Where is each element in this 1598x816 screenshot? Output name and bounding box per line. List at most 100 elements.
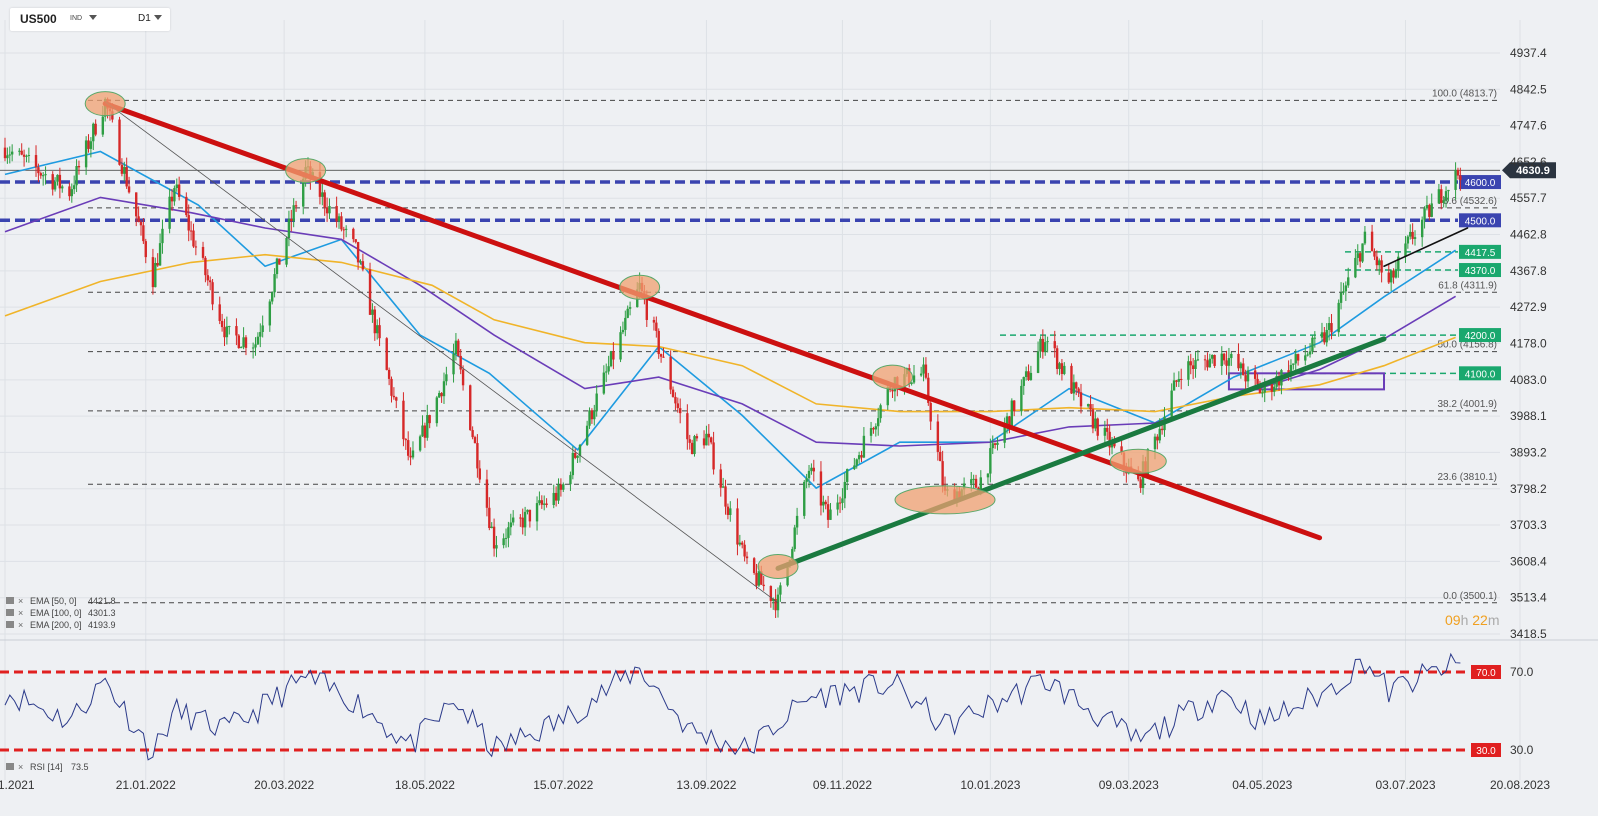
candle-body	[387, 369, 391, 379]
candle-body	[552, 492, 555, 505]
candle-body	[1194, 360, 1197, 369]
candle-body	[1208, 358, 1212, 368]
candle-body	[674, 396, 677, 404]
rsi-legend-label: RSI [14]	[30, 762, 63, 772]
candle-body	[972, 478, 975, 480]
candle-body	[1079, 392, 1083, 407]
candle-body	[1320, 332, 1324, 338]
candle-body	[822, 501, 825, 506]
candle-body	[457, 340, 460, 356]
candle-body	[1311, 337, 1314, 352]
candle-body	[1456, 169, 1460, 176]
candle-body	[371, 309, 374, 315]
candle-body	[1244, 375, 1247, 382]
candle-body	[118, 119, 121, 165]
candle-body	[1206, 360, 1209, 368]
level-tag	[1459, 366, 1501, 381]
candle-body	[1425, 205, 1429, 209]
candle-body	[1120, 446, 1123, 453]
candle-body	[609, 351, 613, 367]
candle-body	[993, 443, 997, 445]
candle-body	[1256, 378, 1259, 385]
candle-body	[1077, 388, 1080, 393]
candle-body	[1094, 418, 1097, 429]
candle-body	[1261, 392, 1264, 394]
candle-body	[1337, 302, 1340, 333]
last-price-tag	[1502, 162, 1556, 179]
price-axis[interactable]: 4937.4 4842.5 4747.6 4652.6 4557.7 4462.8 4367…	[1510, 46, 1547, 641]
candle-body	[37, 167, 40, 174]
candle-body	[120, 164, 124, 174]
candle-body	[628, 307, 632, 309]
candle-body	[168, 196, 171, 229]
level-tag	[1459, 328, 1501, 343]
fib-label: 23.6 (3810.1)	[1438, 472, 1498, 483]
candle-body	[1170, 390, 1173, 417]
candle-body	[1108, 431, 1111, 448]
candle-body	[1187, 361, 1190, 380]
candle-body	[1454, 169, 1457, 190]
candle-body	[593, 411, 596, 420]
turning-point-highlights	[84, 91, 1167, 579]
candle-body	[924, 364, 928, 378]
candle-body	[810, 467, 813, 471]
candle-body	[208, 280, 212, 283]
y-tick-label: 4652.6	[1510, 155, 1547, 169]
x-tick-label: 21.01.2022	[116, 778, 176, 792]
candle-body	[1191, 365, 1195, 369]
legend-value: 4421.8	[88, 596, 116, 606]
candle-body	[669, 356, 672, 390]
candle-body	[53, 181, 57, 190]
candle-body	[1008, 416, 1011, 427]
candle-body	[261, 325, 264, 332]
candle-body	[528, 509, 532, 522]
candle-body	[402, 400, 405, 440]
candle-body	[855, 459, 858, 466]
timeframe-dropdown-icon[interactable]	[154, 15, 162, 20]
turning-point-circle	[872, 364, 914, 390]
candle-body	[25, 155, 28, 157]
candle-body	[294, 205, 298, 207]
candle-body	[1044, 342, 1047, 353]
candle-body	[242, 337, 245, 348]
candle-body	[1289, 364, 1293, 377]
rsi-legend-value: 73.5	[71, 762, 89, 772]
candle-body	[1409, 231, 1412, 237]
candle-body	[84, 140, 88, 168]
candle-body	[359, 261, 362, 263]
candle-body	[1258, 384, 1262, 394]
candle-body	[872, 428, 875, 430]
symbol-selector[interactable]: US500 IND D1	[10, 8, 170, 31]
candle-body	[375, 325, 379, 334]
candle-body	[1273, 386, 1276, 392]
candle-body	[595, 393, 598, 412]
candle-body	[1058, 363, 1061, 369]
candle-body	[407, 440, 410, 456]
symbol-dropdown-icon[interactable]	[89, 15, 97, 20]
candle-body	[438, 393, 441, 398]
candle-body	[803, 481, 806, 516]
candle-body	[185, 196, 188, 216]
candle-body	[686, 413, 689, 440]
candle-body	[385, 338, 388, 370]
candle-body	[335, 205, 338, 222]
candle-body	[435, 397, 439, 424]
time-axis[interactable]: 23.11.2021 21.01.2022 20.03.2022 18.05.2022…	[0, 778, 1550, 792]
candle-body	[1091, 409, 1095, 429]
candle-body	[705, 433, 708, 446]
legend-label: EMA [100, 0]	[30, 608, 82, 618]
candle-body	[92, 123, 95, 142]
candle-body	[44, 174, 47, 176]
timeframe-label[interactable]: D1	[138, 13, 151, 24]
candle-body	[1342, 291, 1345, 293]
candle-body	[259, 331, 262, 337]
ema-line	[4, 150, 1457, 490]
candle-body	[535, 503, 539, 522]
y-tick-label: 4367.8	[1510, 264, 1547, 278]
candle-body	[1156, 436, 1159, 441]
candle-body	[588, 410, 591, 426]
legend-settings-icon	[6, 621, 14, 628]
level-tag-label: 4100.0	[1465, 369, 1496, 380]
candle-body	[1027, 371, 1030, 380]
